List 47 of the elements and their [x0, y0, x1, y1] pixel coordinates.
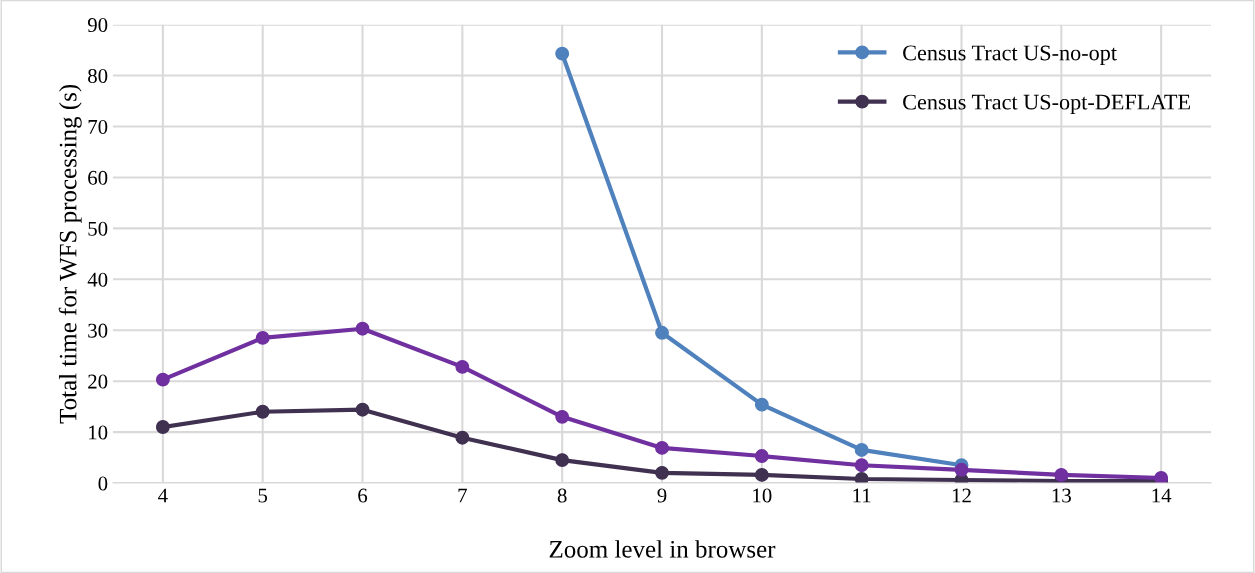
point [1054, 467, 1069, 482]
y-tick-label: 30 [88, 323, 108, 338]
point [455, 430, 470, 445]
y-axis-title: Total time for WFS processing (s) [58, 84, 82, 424]
point [655, 440, 669, 455]
y-tick-label: 70 [88, 119, 108, 134]
point [754, 467, 769, 482]
point [255, 330, 270, 345]
x-axis-title: Zoom level in browser [549, 540, 776, 558]
point [455, 359, 470, 374]
point [555, 409, 570, 424]
x-tick-label: 8 [557, 488, 567, 503]
point [155, 420, 170, 434]
point [155, 372, 170, 387]
legend-label: Census Tract US-no-opt [903, 45, 1117, 65]
x-tick-label: 11 [853, 488, 871, 503]
x-tick-label: 13 [1052, 488, 1071, 503]
point [255, 404, 270, 419]
y-tick-label: 50 [88, 221, 108, 236]
point [854, 442, 869, 457]
x-tick-label: 10 [753, 488, 772, 503]
point [355, 402, 370, 417]
y-tick-label: 10 [89, 425, 108, 440]
y-tick-label: 40 [87, 272, 108, 287]
legend-label: Census Tract US-opt-DEFLATE [903, 94, 1190, 115]
y-tick-label: 20 [88, 374, 108, 389]
point [754, 397, 769, 412]
x-tick-label: 9 [657, 488, 667, 503]
x-tick-label: 5 [258, 488, 268, 503]
x-tick-label: 12 [952, 488, 971, 503]
x-tick-label: 4 [158, 488, 168, 503]
point [854, 458, 869, 473]
point [754, 449, 769, 463]
point [655, 325, 669, 340]
x-tick-label: 6 [358, 488, 368, 503]
point [655, 465, 669, 480]
point [555, 453, 570, 468]
y-tick-label: 90 [87, 18, 108, 33]
point [555, 46, 570, 61]
y-tick-label: 0 [98, 476, 108, 491]
point [854, 472, 869, 484]
point [954, 462, 969, 477]
point [355, 321, 370, 336]
y-tick-label: 80 [88, 68, 108, 84]
y-tick-label: 60 [88, 170, 108, 185]
x-tick-label: 7 [458, 488, 467, 503]
x-tick-label: 14 [1152, 488, 1172, 503]
